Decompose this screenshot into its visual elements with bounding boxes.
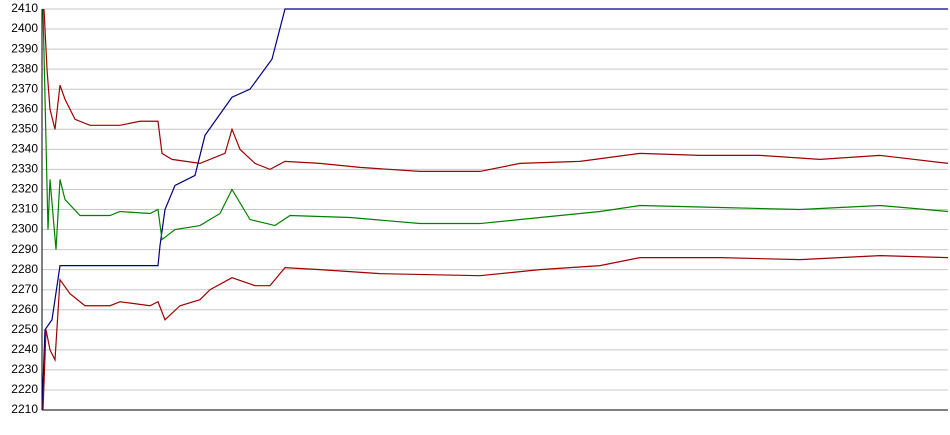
y-tick-label: 2210 (11, 402, 38, 416)
y-tick-label: 2400 (11, 21, 38, 35)
series-line (41, 8, 948, 411)
y-tick-label: 2310 (11, 202, 38, 216)
y-tick-label: 2260 (11, 302, 38, 316)
y-tick-label: 2390 (11, 41, 38, 55)
y-tick-label: 2240 (11, 342, 38, 356)
y-tick-label: 2250 (11, 322, 38, 336)
y-tick-label: 2270 (11, 282, 38, 296)
y-tick-label: 2290 (11, 242, 38, 256)
y-tick-label: 2370 (11, 81, 38, 95)
y-tick-label: 2220 (11, 382, 38, 396)
y-tick-label: 2230 (11, 362, 38, 376)
y-tick-label: 2300 (11, 222, 38, 236)
y-tick-label: 2330 (11, 162, 38, 176)
y-tick-label: 2360 (11, 101, 38, 115)
y-tick-label: 2280 (11, 262, 38, 276)
y-tick-label: 2380 (11, 61, 38, 75)
series-line (43, 8, 949, 173)
y-tick-label: 2340 (11, 142, 38, 156)
y-tick-label: 2320 (11, 182, 38, 196)
series-line (42, 255, 949, 411)
y-tick-label: 2350 (11, 121, 38, 135)
y-tick-label: 2410 (11, 1, 38, 15)
series-line (42, 8, 949, 250)
